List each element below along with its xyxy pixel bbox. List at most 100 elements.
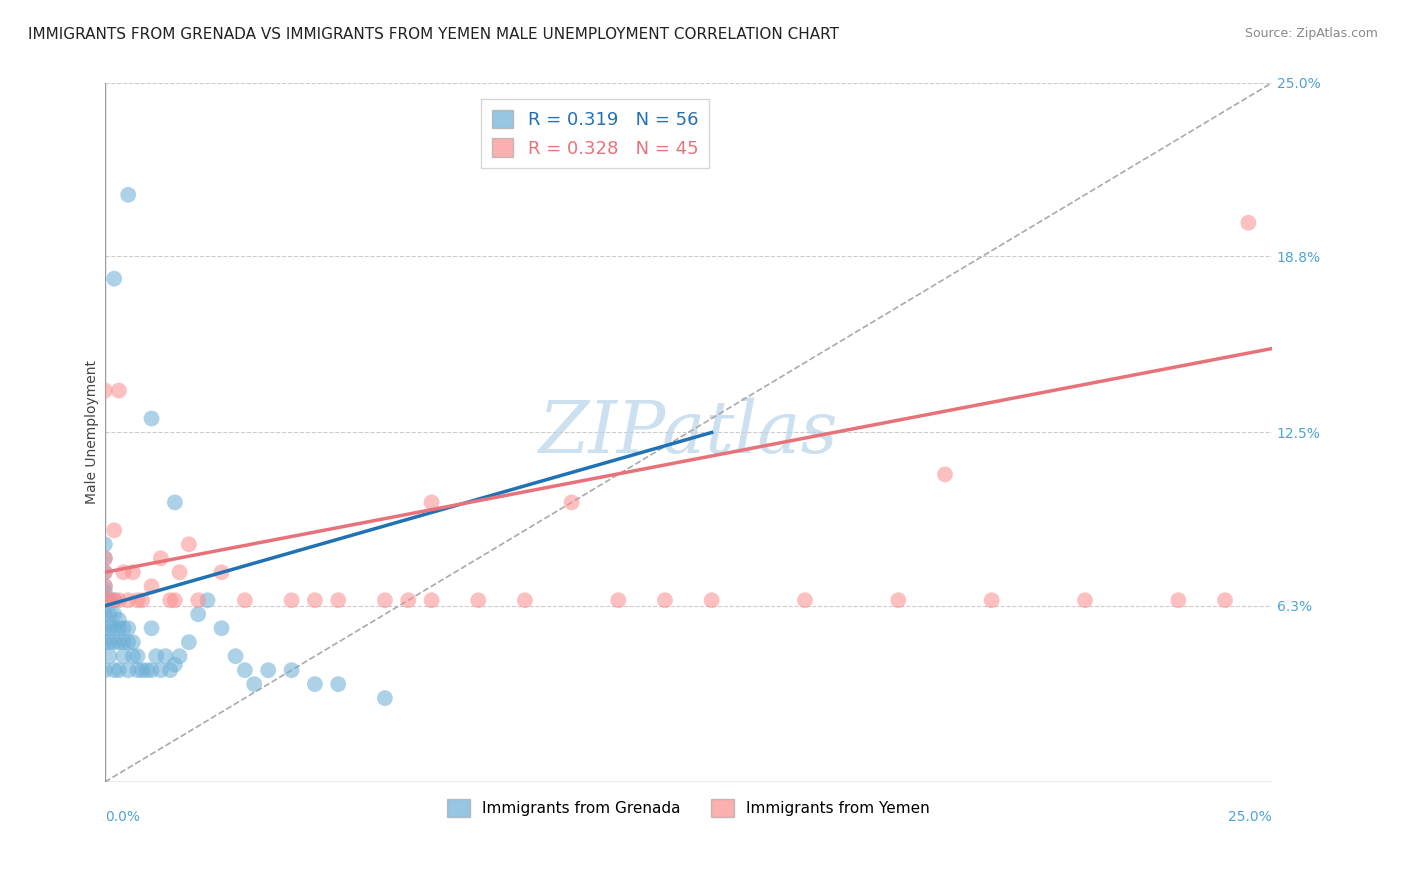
Point [177, 635, 200, 649]
Point [328, 677, 350, 691]
Point [117, 635, 139, 649]
Point [149, 551, 172, 566]
Point [654, 593, 676, 607]
Text: ZIPatlas: ZIPatlas [538, 397, 838, 467]
Point [467, 593, 489, 607]
Point [112, 566, 135, 580]
Point [103, 593, 125, 607]
Point [328, 593, 350, 607]
Point [141, 621, 163, 635]
Point [121, 635, 143, 649]
Point [233, 593, 256, 607]
Point [257, 663, 280, 677]
Legend: Immigrants from Grenada, Immigrants from Yemen: Immigrants from Grenada, Immigrants from… [440, 792, 936, 823]
Point [117, 621, 139, 635]
Point [187, 593, 209, 607]
Point [211, 621, 233, 635]
Point [94, 566, 117, 580]
Point [159, 593, 181, 607]
Point [141, 579, 163, 593]
Point [159, 663, 181, 677]
Point [1167, 593, 1189, 607]
Point [141, 411, 163, 425]
Point [94, 566, 117, 580]
Point [108, 621, 131, 635]
Point [513, 593, 536, 607]
Point [1074, 593, 1097, 607]
Point [127, 649, 149, 664]
Point [98, 649, 121, 664]
Point [607, 593, 630, 607]
Point [94, 537, 117, 551]
Point [135, 663, 157, 677]
Point [163, 593, 186, 607]
Point [169, 649, 191, 664]
Point [108, 663, 131, 677]
Point [131, 593, 153, 607]
Point [103, 635, 125, 649]
Text: 25.0%: 25.0% [1227, 810, 1271, 824]
Point [177, 537, 200, 551]
Point [420, 495, 443, 509]
Point [103, 271, 125, 285]
Point [94, 585, 117, 599]
Point [112, 635, 135, 649]
Point [225, 649, 247, 664]
Point [117, 663, 139, 677]
Point [374, 691, 396, 706]
Point [243, 677, 266, 691]
Point [117, 593, 139, 607]
Point [420, 593, 443, 607]
Point [887, 593, 910, 607]
Point [108, 635, 131, 649]
Point [280, 593, 302, 607]
Point [94, 593, 117, 607]
Point [94, 663, 117, 677]
Point [94, 579, 117, 593]
Point [169, 566, 191, 580]
Point [103, 607, 125, 622]
Point [980, 593, 1002, 607]
Point [127, 593, 149, 607]
Point [117, 187, 139, 202]
Point [98, 593, 121, 607]
Point [211, 566, 233, 580]
Text: Source: ZipAtlas.com: Source: ZipAtlas.com [1244, 27, 1378, 40]
Text: IMMIGRANTS FROM GRENADA VS IMMIGRANTS FROM YEMEN MALE UNEMPLOYMENT CORRELATION C: IMMIGRANTS FROM GRENADA VS IMMIGRANTS FR… [28, 27, 839, 42]
Point [131, 663, 153, 677]
Point [700, 593, 723, 607]
Point [127, 663, 149, 677]
Point [794, 593, 817, 607]
Point [103, 621, 125, 635]
Point [163, 495, 186, 509]
Point [121, 566, 143, 580]
Point [94, 621, 117, 635]
Point [197, 593, 219, 607]
Point [141, 663, 163, 677]
Point [396, 593, 419, 607]
Point [374, 593, 396, 607]
Point [304, 593, 326, 607]
Point [94, 384, 117, 398]
Point [280, 663, 302, 677]
Point [112, 621, 135, 635]
Point [98, 621, 121, 635]
Point [94, 607, 117, 622]
Point [1237, 216, 1260, 230]
Point [103, 524, 125, 538]
Point [934, 467, 956, 482]
Point [94, 635, 117, 649]
Point [155, 649, 177, 664]
Point [108, 593, 131, 607]
Point [149, 663, 172, 677]
Point [103, 593, 125, 607]
Point [94, 551, 117, 566]
Point [94, 579, 117, 593]
Point [304, 677, 326, 691]
Text: 0.0%: 0.0% [105, 810, 139, 824]
Point [94, 551, 117, 566]
Point [108, 613, 131, 627]
Point [112, 649, 135, 664]
Point [98, 593, 121, 607]
Y-axis label: Male Unemployment: Male Unemployment [86, 360, 100, 505]
